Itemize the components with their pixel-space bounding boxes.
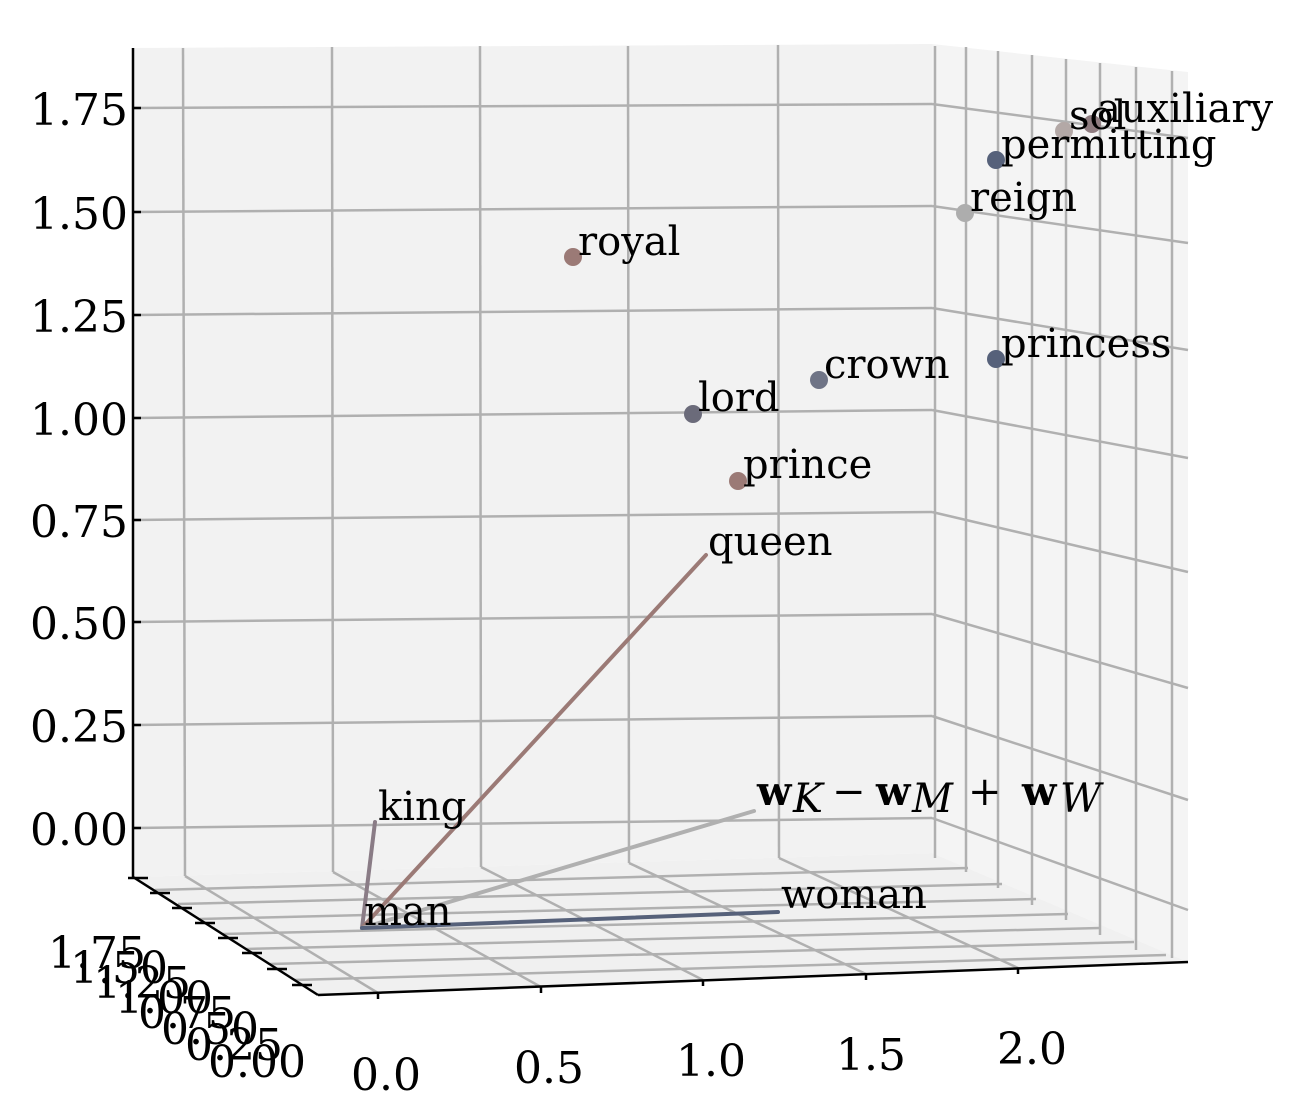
label-crown: crown xyxy=(824,342,950,388)
point-lord xyxy=(684,405,702,423)
right-grid xyxy=(931,46,1189,958)
point-permitting xyxy=(987,151,1005,169)
y-tick-6: 1.50 xyxy=(70,943,168,994)
label-woman: woman xyxy=(781,872,927,918)
expr-sub3: W xyxy=(1060,776,1104,822)
y-tick-4: 1.00 xyxy=(115,973,213,1024)
axes xyxy=(128,48,1189,999)
label-prince: prince xyxy=(743,442,872,488)
point-auxiliary xyxy=(1083,115,1101,133)
point-reign xyxy=(956,204,974,222)
label-royal: royal xyxy=(578,219,680,265)
x-tick-labels: 0.0 0.5 1.0 1.5 2.0 xyxy=(351,1024,1067,1101)
label-auxiliary: auxiliary xyxy=(1097,86,1274,132)
z-tick-6: 1.50 xyxy=(30,189,128,240)
expr-w3: w xyxy=(1021,768,1058,815)
z-tick-5: 1.25 xyxy=(30,292,128,343)
vector-labels: king queen man woman w K − w M + w W xyxy=(364,519,1104,935)
label-princess: princess xyxy=(1001,321,1171,367)
y-tick-1: 0.25 xyxy=(185,1020,283,1071)
x-tick-1: 0.5 xyxy=(514,1043,584,1094)
expr-plus: + xyxy=(968,769,1002,815)
x-tick-3: 1.5 xyxy=(836,1030,906,1081)
z-tick-3: 0.75 xyxy=(30,497,128,548)
x-tick-2: 1.0 xyxy=(676,1036,746,1087)
x-tick-4: 2.0 xyxy=(997,1024,1067,1075)
expr-sub1: K xyxy=(792,776,825,822)
vector-analogy xyxy=(360,809,756,930)
expr-sub2: M xyxy=(911,776,954,822)
z-tick-labels: 0.00 0.25 0.50 0.75 1.00 1.25 1.50 1.75 xyxy=(30,85,128,856)
expr-w1: w xyxy=(756,768,793,815)
scatter-points xyxy=(564,115,1101,490)
vector-king xyxy=(360,820,377,930)
y-tick-2: 0.50 xyxy=(161,1004,259,1055)
point-crown xyxy=(810,371,828,389)
point-labels: royal lord crown prince princess reign p… xyxy=(578,86,1274,488)
x-axis-line xyxy=(317,960,1189,997)
right-pane xyxy=(932,44,1188,962)
x-tick-0: 0.0 xyxy=(351,1050,421,1101)
z-tick-1: 0.25 xyxy=(30,702,128,753)
expr-minus: − xyxy=(832,769,866,815)
point-princess xyxy=(987,350,1005,368)
point-prince xyxy=(729,472,747,490)
z-tick-4: 1.00 xyxy=(30,395,128,446)
z-tick-0: 0.00 xyxy=(30,805,128,856)
label-sol: sol xyxy=(1069,93,1126,139)
y-tick-5: 1.25 xyxy=(93,958,191,1009)
floor-grid xyxy=(154,856,1167,995)
y-tick-0: 0.00 xyxy=(208,1037,306,1088)
y-axis-line xyxy=(132,875,319,997)
back-grid xyxy=(132,44,933,877)
expr-w2: w xyxy=(875,768,912,815)
label-queen: queen xyxy=(708,519,832,565)
vector-queen xyxy=(360,553,708,930)
label-analogy-expression: w K − w M + w W xyxy=(756,768,1104,822)
label-reign: reign xyxy=(970,175,1077,221)
z-tick-7: 1.75 xyxy=(30,85,128,136)
vector-woman xyxy=(360,910,780,930)
label-lord: lord xyxy=(698,375,780,421)
y-tick-3: 0.75 xyxy=(138,988,236,1039)
label-man: man xyxy=(364,889,452,935)
y-tick-7: 1.75 xyxy=(48,928,146,979)
z-tick-2: 0.50 xyxy=(30,599,128,650)
point-sol xyxy=(1055,122,1073,140)
point-royal xyxy=(564,248,582,266)
y-tick-labels: 1.75 1.50 1.25 1.00 0.75 0.50 0.25 0.00 xyxy=(48,928,306,1088)
label-permitting: permitting xyxy=(1001,122,1216,168)
vectors xyxy=(360,553,780,930)
label-king: king xyxy=(378,784,466,830)
